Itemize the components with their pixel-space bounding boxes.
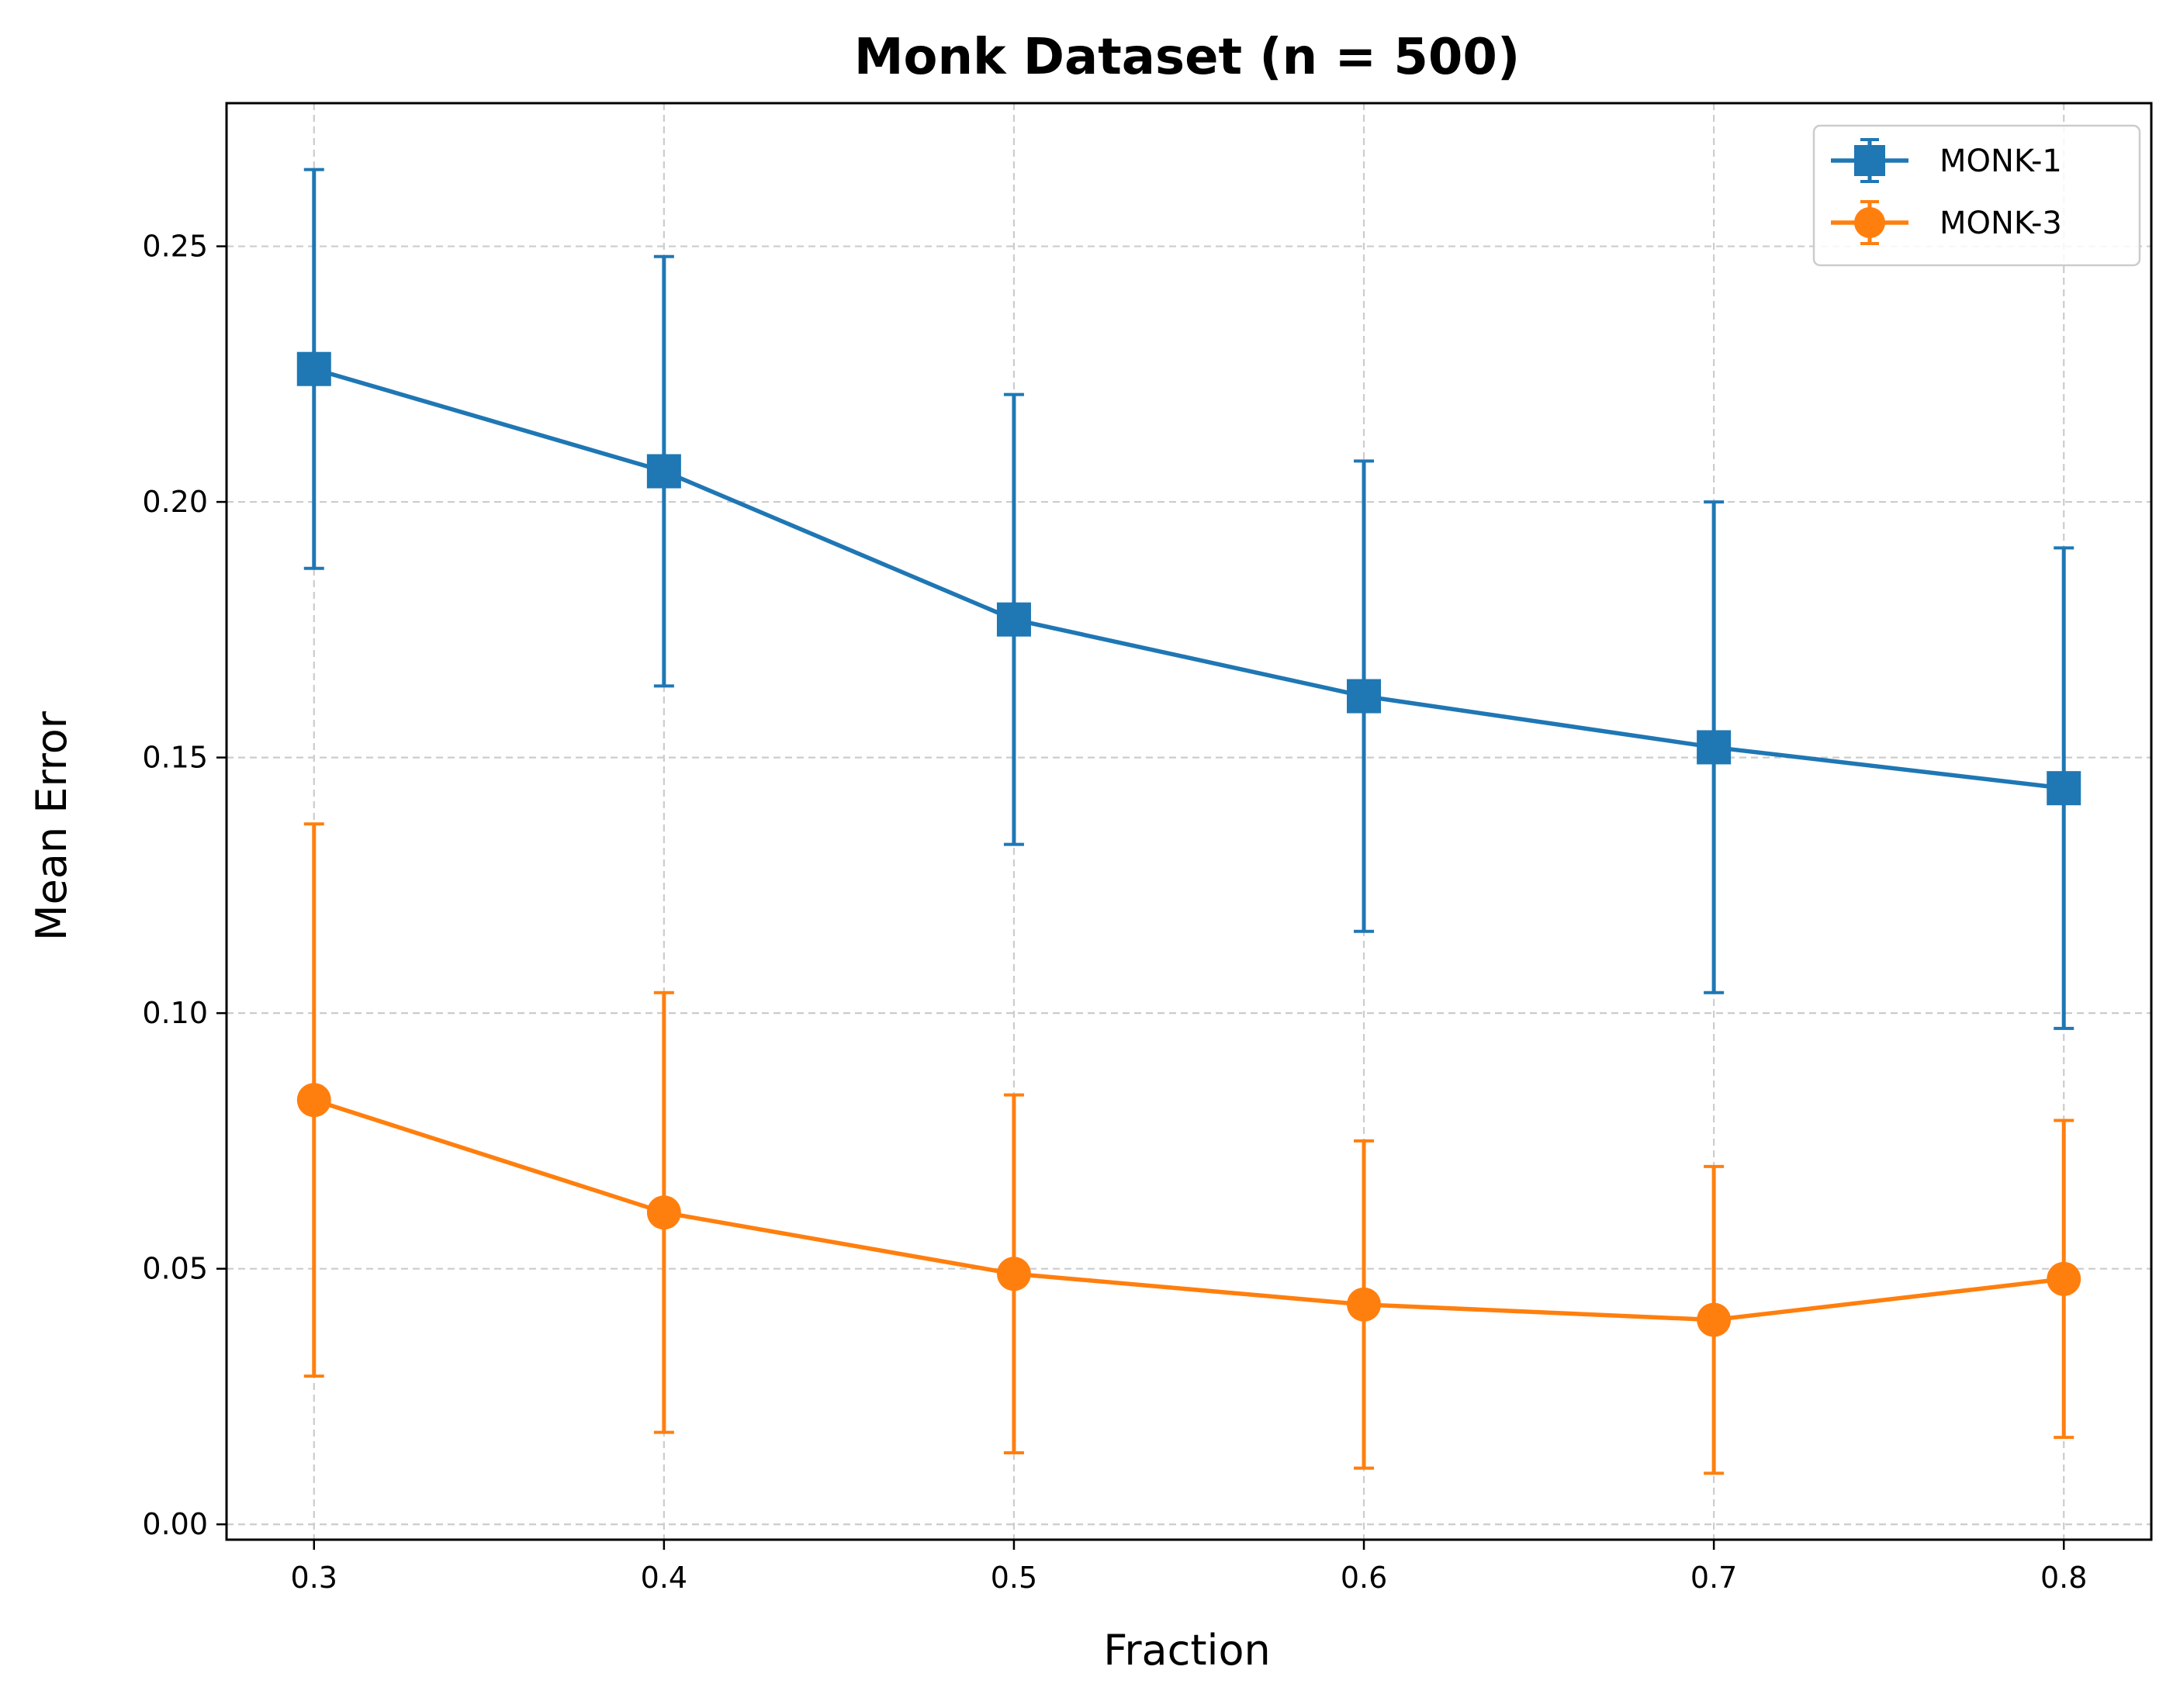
x-tick-label: 0.3 xyxy=(291,1561,337,1595)
data-point xyxy=(1347,1287,1382,1322)
series-line xyxy=(313,1098,2064,1322)
y-axis-label: Mean Error xyxy=(27,711,76,941)
plot-frame xyxy=(225,102,2153,1541)
y-tick-label: 0.20 xyxy=(142,485,208,519)
data-point xyxy=(2047,1261,2081,1296)
x-tick-label: 0.6 xyxy=(1341,1561,1387,1595)
x-tick-label: 0.4 xyxy=(641,1561,687,1595)
data-point xyxy=(646,454,681,489)
x-tick-label: 0.5 xyxy=(991,1561,1037,1595)
x-axis-label: Fraction xyxy=(1103,1626,1271,1675)
legend-item-monk-3: MONK-3 xyxy=(1831,200,2062,245)
legend-label: MONK-3 xyxy=(1940,206,2062,241)
data-point xyxy=(1347,679,1382,714)
plot-series xyxy=(296,168,2081,1475)
axis-ticks: 0.3 0.4 0.5 0.6 0.7 0.8 0.00 0.05 0.10 0.15 0.20 0.… xyxy=(142,230,2087,1595)
data-point xyxy=(646,1195,681,1230)
y-tick-label: 0.10 xyxy=(142,996,208,1030)
data-point xyxy=(2047,771,2081,806)
chart-title: Monk Dataset (n = 500) xyxy=(854,29,1520,86)
data-point xyxy=(996,1257,1031,1291)
legend-item-monk-1: MONK-1 xyxy=(1831,138,2062,183)
legend-marker xyxy=(1854,207,1885,238)
y-tick-label: 0.05 xyxy=(142,1252,208,1286)
legend-marker xyxy=(1854,145,1885,176)
data-point xyxy=(1697,730,1732,765)
y-tick-label: 0.15 xyxy=(142,741,208,775)
legend: MONK-1 MONK-3 xyxy=(1812,124,2141,267)
series-monk-3 xyxy=(296,822,2081,1475)
data-point xyxy=(996,602,1031,637)
x-tick-label: 0.8 xyxy=(2040,1561,2087,1595)
data-point xyxy=(296,1083,331,1118)
x-tick-label: 0.7 xyxy=(1690,1561,1737,1595)
series-monk-1 xyxy=(296,168,2081,1030)
series-line xyxy=(313,367,2064,790)
legend-label: MONK-1 xyxy=(1940,143,2062,179)
y-tick-label: 0.25 xyxy=(142,230,208,264)
y-tick-label: 0.00 xyxy=(142,1507,208,1541)
data-point xyxy=(1697,1302,1732,1337)
data-point xyxy=(296,351,331,386)
